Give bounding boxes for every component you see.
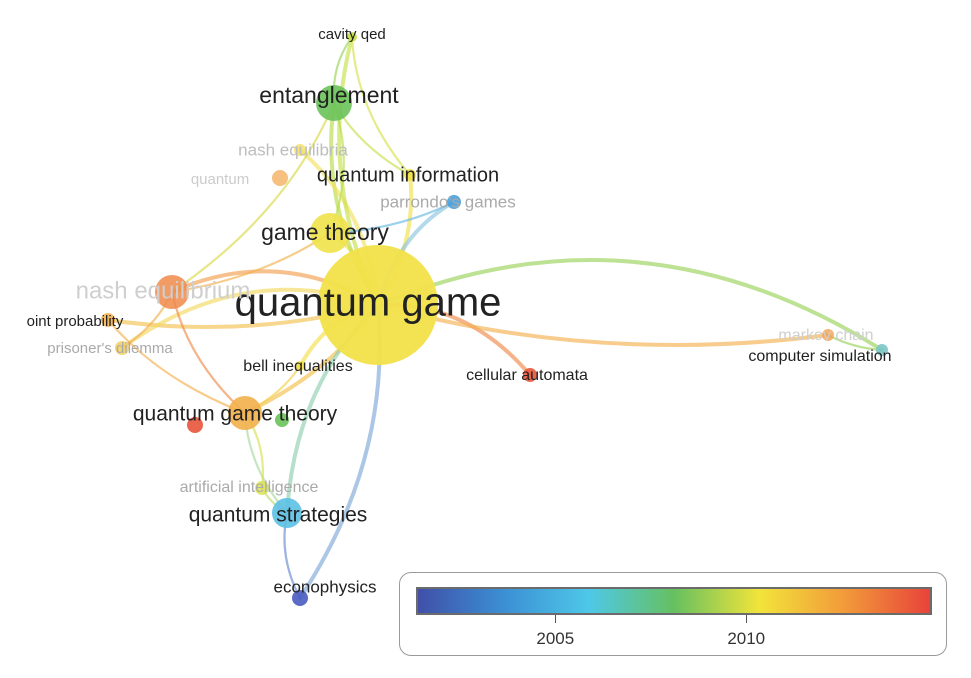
node-nash-equilibrium[interactable] (155, 275, 189, 309)
network-link (376, 303, 830, 347)
label-quantum-game-theory[interactable]: quantum game theory (133, 403, 338, 426)
node-cellular-automata[interactable] (523, 368, 537, 382)
label-prisoners-dilemma[interactable]: prisoner's dilemma (47, 340, 173, 357)
label-game-theory[interactable]: game theory (261, 219, 389, 245)
node-markov-chain[interactable] (822, 329, 834, 341)
legend-tick (555, 615, 557, 623)
node-prisoners-dilemma[interactable] (115, 341, 129, 355)
label-nash-equilibrium[interactable]: nash equilibrium (76, 277, 251, 304)
node-econophysics[interactable] (292, 590, 308, 606)
node-cavity-qed[interactable] (347, 32, 357, 42)
label-nash-equilibria[interactable]: nash equilibria (238, 140, 348, 159)
label-artificial-intelligence[interactable]: artificial intelligence (180, 479, 319, 496)
node-quantum-info-faded[interactable] (272, 170, 288, 186)
label-cavity-qed[interactable]: cavity qed (318, 26, 386, 43)
node-quantum-game[interactable] (318, 245, 438, 365)
label-bell-inequalities[interactable]: bell inequalities (243, 358, 352, 375)
label-econophysics[interactable]: econophysics (273, 577, 376, 596)
node-bell-inequalities[interactable] (295, 361, 305, 371)
network-link (106, 318, 247, 415)
label-markov-chain[interactable]: markov chain (778, 327, 873, 344)
label-quantum-information[interactable]: quantum information (317, 164, 499, 186)
node-qgt-green[interactable] (275, 413, 289, 427)
label-parrondos-games[interactable]: parrondo's games (380, 192, 516, 211)
node-nash-equilibria[interactable] (294, 144, 306, 156)
node-game-theory[interactable] (310, 213, 350, 253)
label-joint-probability[interactable]: oint probability (27, 313, 124, 330)
network-link (350, 35, 412, 177)
node-quantum-game-theory[interactable] (228, 396, 262, 430)
node-entanglement[interactable] (316, 85, 352, 121)
node-quantum-information[interactable] (404, 169, 416, 181)
node-quantum-strategies[interactable] (272, 498, 302, 528)
node-computer-simulation[interactable] (876, 344, 888, 356)
legend-tick-label: 2005 (536, 629, 575, 648)
label-cellular-automata[interactable]: cellular automata (466, 367, 588, 384)
label-layer: quantum game game theory entanglement cavit… (27, 26, 892, 597)
color-scale-bar (416, 587, 932, 615)
legend-tick (746, 615, 748, 623)
network-link (170, 101, 336, 294)
network-link (376, 258, 884, 352)
node-parrondos-games[interactable] (447, 195, 461, 209)
label-entanglement[interactable]: entanglement (259, 82, 399, 108)
color-legend: 2005 2010 (399, 572, 947, 656)
label-quantum-game[interactable]: quantum game (235, 281, 502, 325)
label-computer-simulation[interactable]: computer simulation (748, 348, 891, 365)
label-quantum-info-faded[interactable]: quantum (191, 171, 249, 188)
node-qgt-red[interactable] (187, 417, 203, 433)
node-layer (101, 32, 888, 606)
label-quantum-strategies[interactable]: quantum strategies (189, 504, 368, 527)
node-artificial-intelligence[interactable] (255, 481, 269, 495)
legend-tick-label: 2010 (727, 629, 766, 648)
node-joint-probability[interactable] (101, 313, 115, 327)
